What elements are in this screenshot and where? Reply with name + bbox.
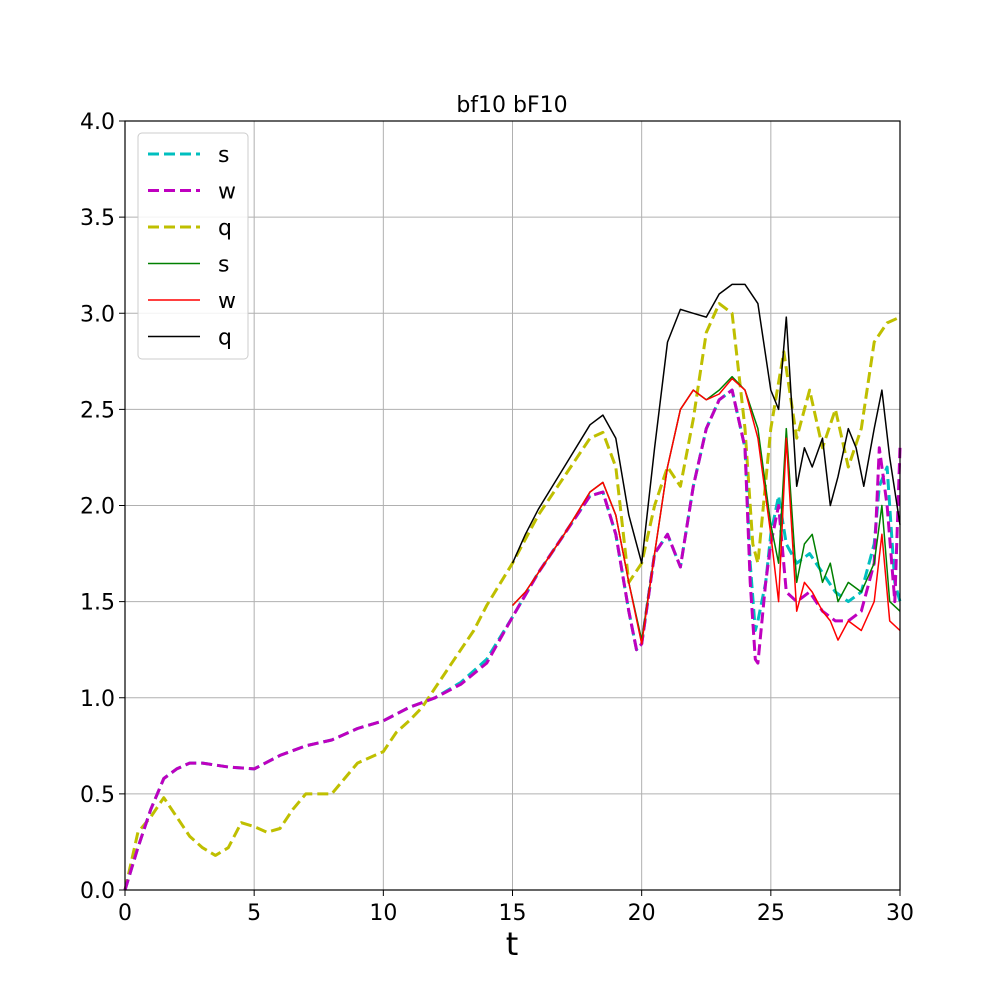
- x-tick-label: 15: [499, 901, 527, 926]
- x-tick-label: 0: [118, 901, 132, 926]
- x-axis-label: t: [506, 925, 519, 963]
- series-line-w-solid: [511, 377, 901, 645]
- y-tick-label: 2.0: [80, 495, 115, 520]
- x-tick-label: 10: [369, 901, 397, 926]
- x-tick-label: 25: [757, 901, 785, 926]
- y-tick-label: 2.5: [80, 398, 115, 423]
- y-tick-label: 1.0: [80, 687, 115, 712]
- y-tick-label: 3.0: [80, 302, 115, 327]
- legend-label: q: [218, 216, 232, 241]
- axis-ticks: 0 5 10 15 20 25 30 0.0 0.5 1.0 1.5 2.0 2.5 3.0 3.5 4.0: [80, 110, 914, 926]
- legend-label: w: [218, 180, 236, 205]
- y-tick-label: 4.0: [80, 110, 115, 135]
- legend-label: s: [218, 143, 229, 168]
- x-tick-label: 30: [886, 901, 914, 926]
- series-line-q-solid: [511, 283, 901, 564]
- y-tick-label: 3.5: [80, 206, 115, 231]
- chart-title: bf10 bF10: [456, 93, 567, 118]
- legend-label: w: [218, 289, 236, 314]
- y-tick-label: 0.0: [80, 879, 115, 904]
- series-layer: [123, 283, 902, 891]
- legend-label: s: [218, 253, 229, 278]
- y-tick-label: 1.5: [80, 591, 115, 616]
- x-tick-label: 20: [628, 901, 656, 926]
- y-tick-label: 0.5: [80, 783, 115, 808]
- legend-label: q: [218, 326, 232, 351]
- x-tick-label: 5: [247, 901, 261, 926]
